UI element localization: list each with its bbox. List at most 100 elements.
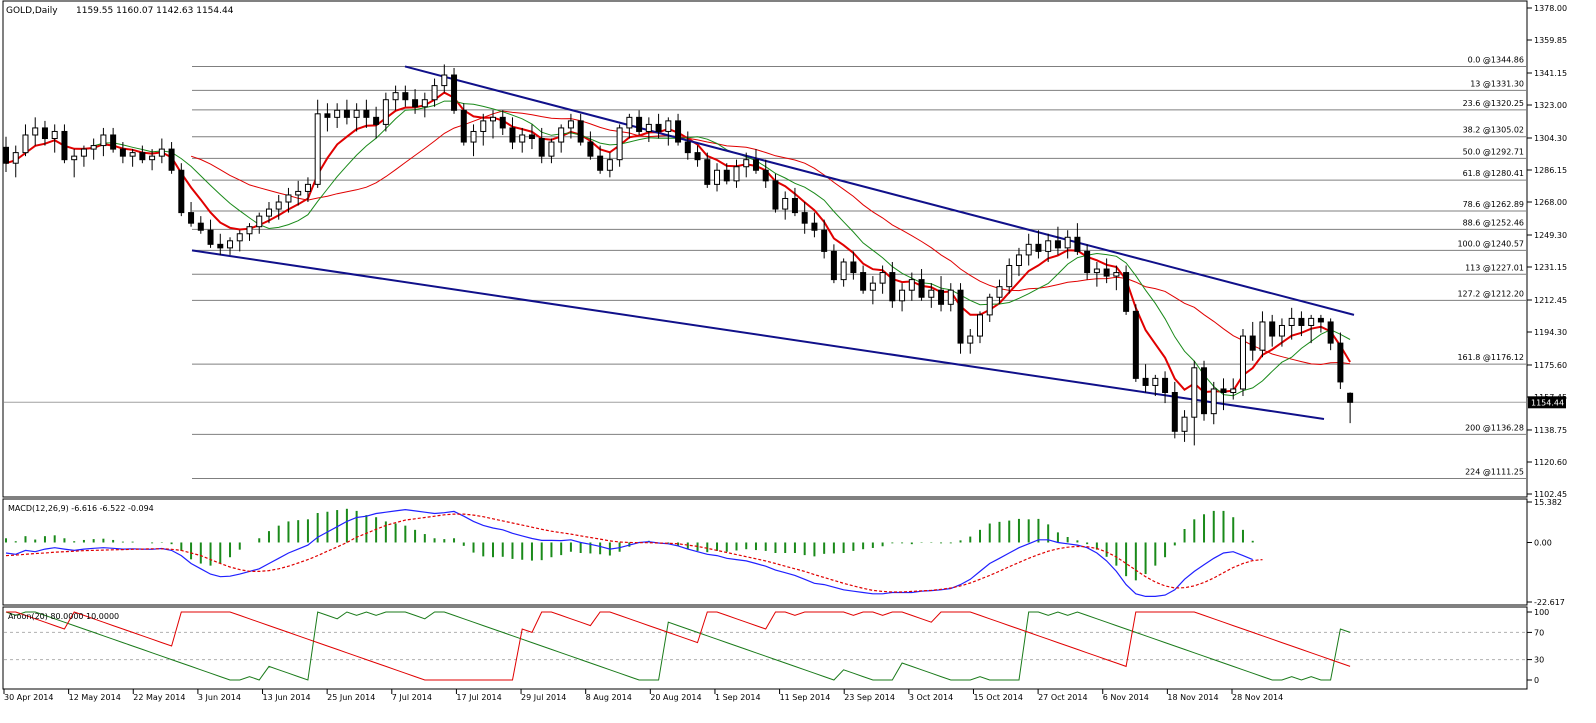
bull-candle-body xyxy=(1015,254,1022,267)
candle xyxy=(684,131,691,160)
bull-candle-body xyxy=(1152,377,1159,386)
candle xyxy=(548,138,555,164)
candle xyxy=(382,92,389,132)
candle xyxy=(830,244,837,284)
candle xyxy=(1317,314,1324,333)
bull-candle-body xyxy=(285,194,292,203)
bull-candle-body xyxy=(480,120,487,132)
bear-candle-body xyxy=(1103,268,1110,277)
bear-candle-body xyxy=(772,180,779,210)
candle xyxy=(1337,332,1344,389)
candlesticks[interactable] xyxy=(3,64,1354,446)
bull-candle-body xyxy=(1191,367,1198,418)
candle xyxy=(285,187,292,213)
candle xyxy=(538,127,545,164)
bear-candle-body xyxy=(1337,342,1344,383)
candle xyxy=(645,117,652,143)
bear-candle-body xyxy=(41,127,48,140)
bull-candle-body xyxy=(899,289,906,302)
y-tick-label: 1120.60 xyxy=(1534,458,1567,467)
fib-level-label: 78.6 @1262.89 xyxy=(1463,200,1524,209)
bear-candle-body xyxy=(811,222,818,231)
aroon-down-line xyxy=(6,611,1351,681)
candle xyxy=(957,283,964,354)
candle xyxy=(1093,261,1100,287)
bull-candle-body xyxy=(558,127,565,143)
y-tick-label: 1102.45 xyxy=(1534,490,1567,499)
bull-candle-body xyxy=(490,116,496,122)
candle xyxy=(217,233,224,255)
bear-candle-body xyxy=(451,74,458,111)
candle xyxy=(996,279,1003,305)
candle xyxy=(480,113,487,146)
fib-level-label: 0.0 @1344.86 xyxy=(1468,55,1524,64)
candle xyxy=(1191,360,1198,446)
candle xyxy=(1171,381,1178,439)
bull-candle-body xyxy=(100,134,107,147)
bull-candle-body xyxy=(626,116,633,129)
bull-candle-body xyxy=(879,272,886,284)
candle xyxy=(1045,233,1052,262)
bear-candle-body xyxy=(684,141,691,154)
candle xyxy=(1201,360,1208,421)
candle xyxy=(869,276,876,305)
bear-candle-body xyxy=(636,116,643,132)
candle xyxy=(71,149,78,178)
macd-signal-line xyxy=(5,513,1263,593)
candle xyxy=(1054,226,1061,255)
candle xyxy=(80,145,87,167)
candle xyxy=(61,124,68,164)
bear-candle-body xyxy=(139,152,146,161)
y-tick-label: 1323.00 xyxy=(1534,101,1567,110)
fib-level-label: 161.8 @1176.12 xyxy=(1457,353,1524,362)
bull-candle-body xyxy=(519,134,526,143)
bear-candle-body xyxy=(1220,388,1227,393)
candle xyxy=(1162,371,1169,404)
bull-candle-body xyxy=(782,197,789,210)
trendlines[interactable] xyxy=(191,65,1355,420)
bear-candle-body xyxy=(1162,377,1169,393)
lower-trendline xyxy=(191,249,1325,420)
candle xyxy=(314,99,321,188)
bull-candle-body xyxy=(334,109,341,118)
fibonacci-levels[interactable]: 0.0 @1344.86 13 @1331.30 23.6 @1320.25 38.2… xyxy=(192,55,1526,479)
candle xyxy=(1259,311,1266,358)
bull-candle-body xyxy=(606,159,613,171)
candle xyxy=(421,92,428,118)
bull-candle-body xyxy=(265,208,272,217)
x-tick-label: 6 Nov 2014 xyxy=(1103,693,1149,702)
bull-candle-body xyxy=(51,130,58,140)
bear-candle-body xyxy=(762,169,769,182)
bear-candle-body xyxy=(499,116,506,129)
candle xyxy=(528,124,535,150)
candle xyxy=(1327,318,1334,351)
candle xyxy=(1064,230,1071,259)
aroon-tick-label: 100 xyxy=(1534,608,1549,617)
candle xyxy=(821,219,828,259)
y-tick-label: 1249.30 xyxy=(1534,231,1567,240)
x-tick-label: 12 May 2014 xyxy=(69,693,121,702)
candle xyxy=(577,113,584,146)
bear-candle-body xyxy=(801,212,808,224)
bull-candle-body xyxy=(227,240,234,249)
bear-candle-body xyxy=(704,159,711,185)
candle xyxy=(567,113,574,139)
x-tick-label: 29 Jul 2014 xyxy=(521,693,566,702)
fib-level-label: 113 @1227.01 xyxy=(1465,263,1524,272)
bull-candle-body xyxy=(1093,268,1100,274)
candle xyxy=(1249,321,1256,361)
bear-candle-body xyxy=(509,127,516,143)
candle xyxy=(158,138,165,164)
macd-line xyxy=(5,508,1253,597)
time-axis: 30 Apr 2014 12 May 2014 22 May 2014 3 Jun 2… xyxy=(3,689,1283,702)
bull-candle-body xyxy=(382,99,389,125)
candle xyxy=(334,103,341,128)
bull-candle-body xyxy=(645,123,652,132)
y-tick-label: 1378.00 xyxy=(1534,4,1567,13)
candle xyxy=(840,258,847,287)
aroon-up-line xyxy=(5,611,1351,681)
candle xyxy=(207,219,214,248)
bear-candle-body xyxy=(343,109,350,118)
candle xyxy=(3,136,9,173)
